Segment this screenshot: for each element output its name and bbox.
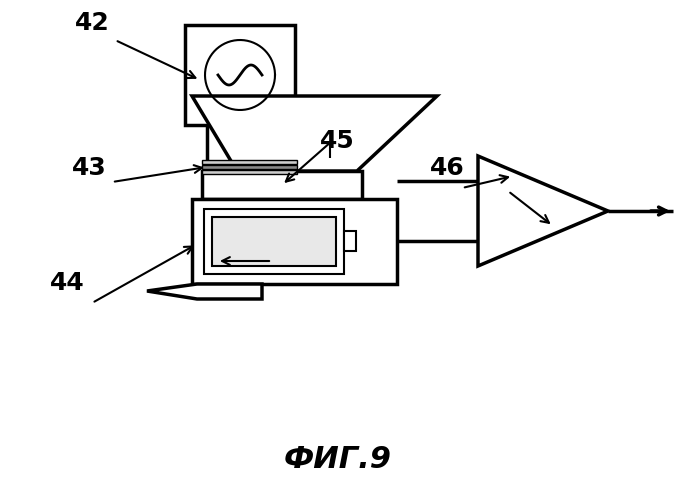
Polygon shape [147,284,262,299]
Text: ФИГ.9: ФИГ.9 [284,446,392,474]
Bar [212,217,336,266]
Text: 44: 44 [50,271,85,295]
Bar [202,170,297,174]
Bar [344,231,356,251]
Text: 43: 43 [72,156,107,180]
Bar [192,199,397,284]
Bar [204,209,344,274]
Text: 45: 45 [320,129,355,153]
Text: 46: 46 [430,156,465,180]
Text: 42: 42 [75,11,110,35]
Bar [202,160,297,164]
Bar [202,171,362,199]
Polygon shape [192,96,437,171]
Polygon shape [478,156,608,266]
Bar [185,25,295,125]
Bar [202,165,297,169]
